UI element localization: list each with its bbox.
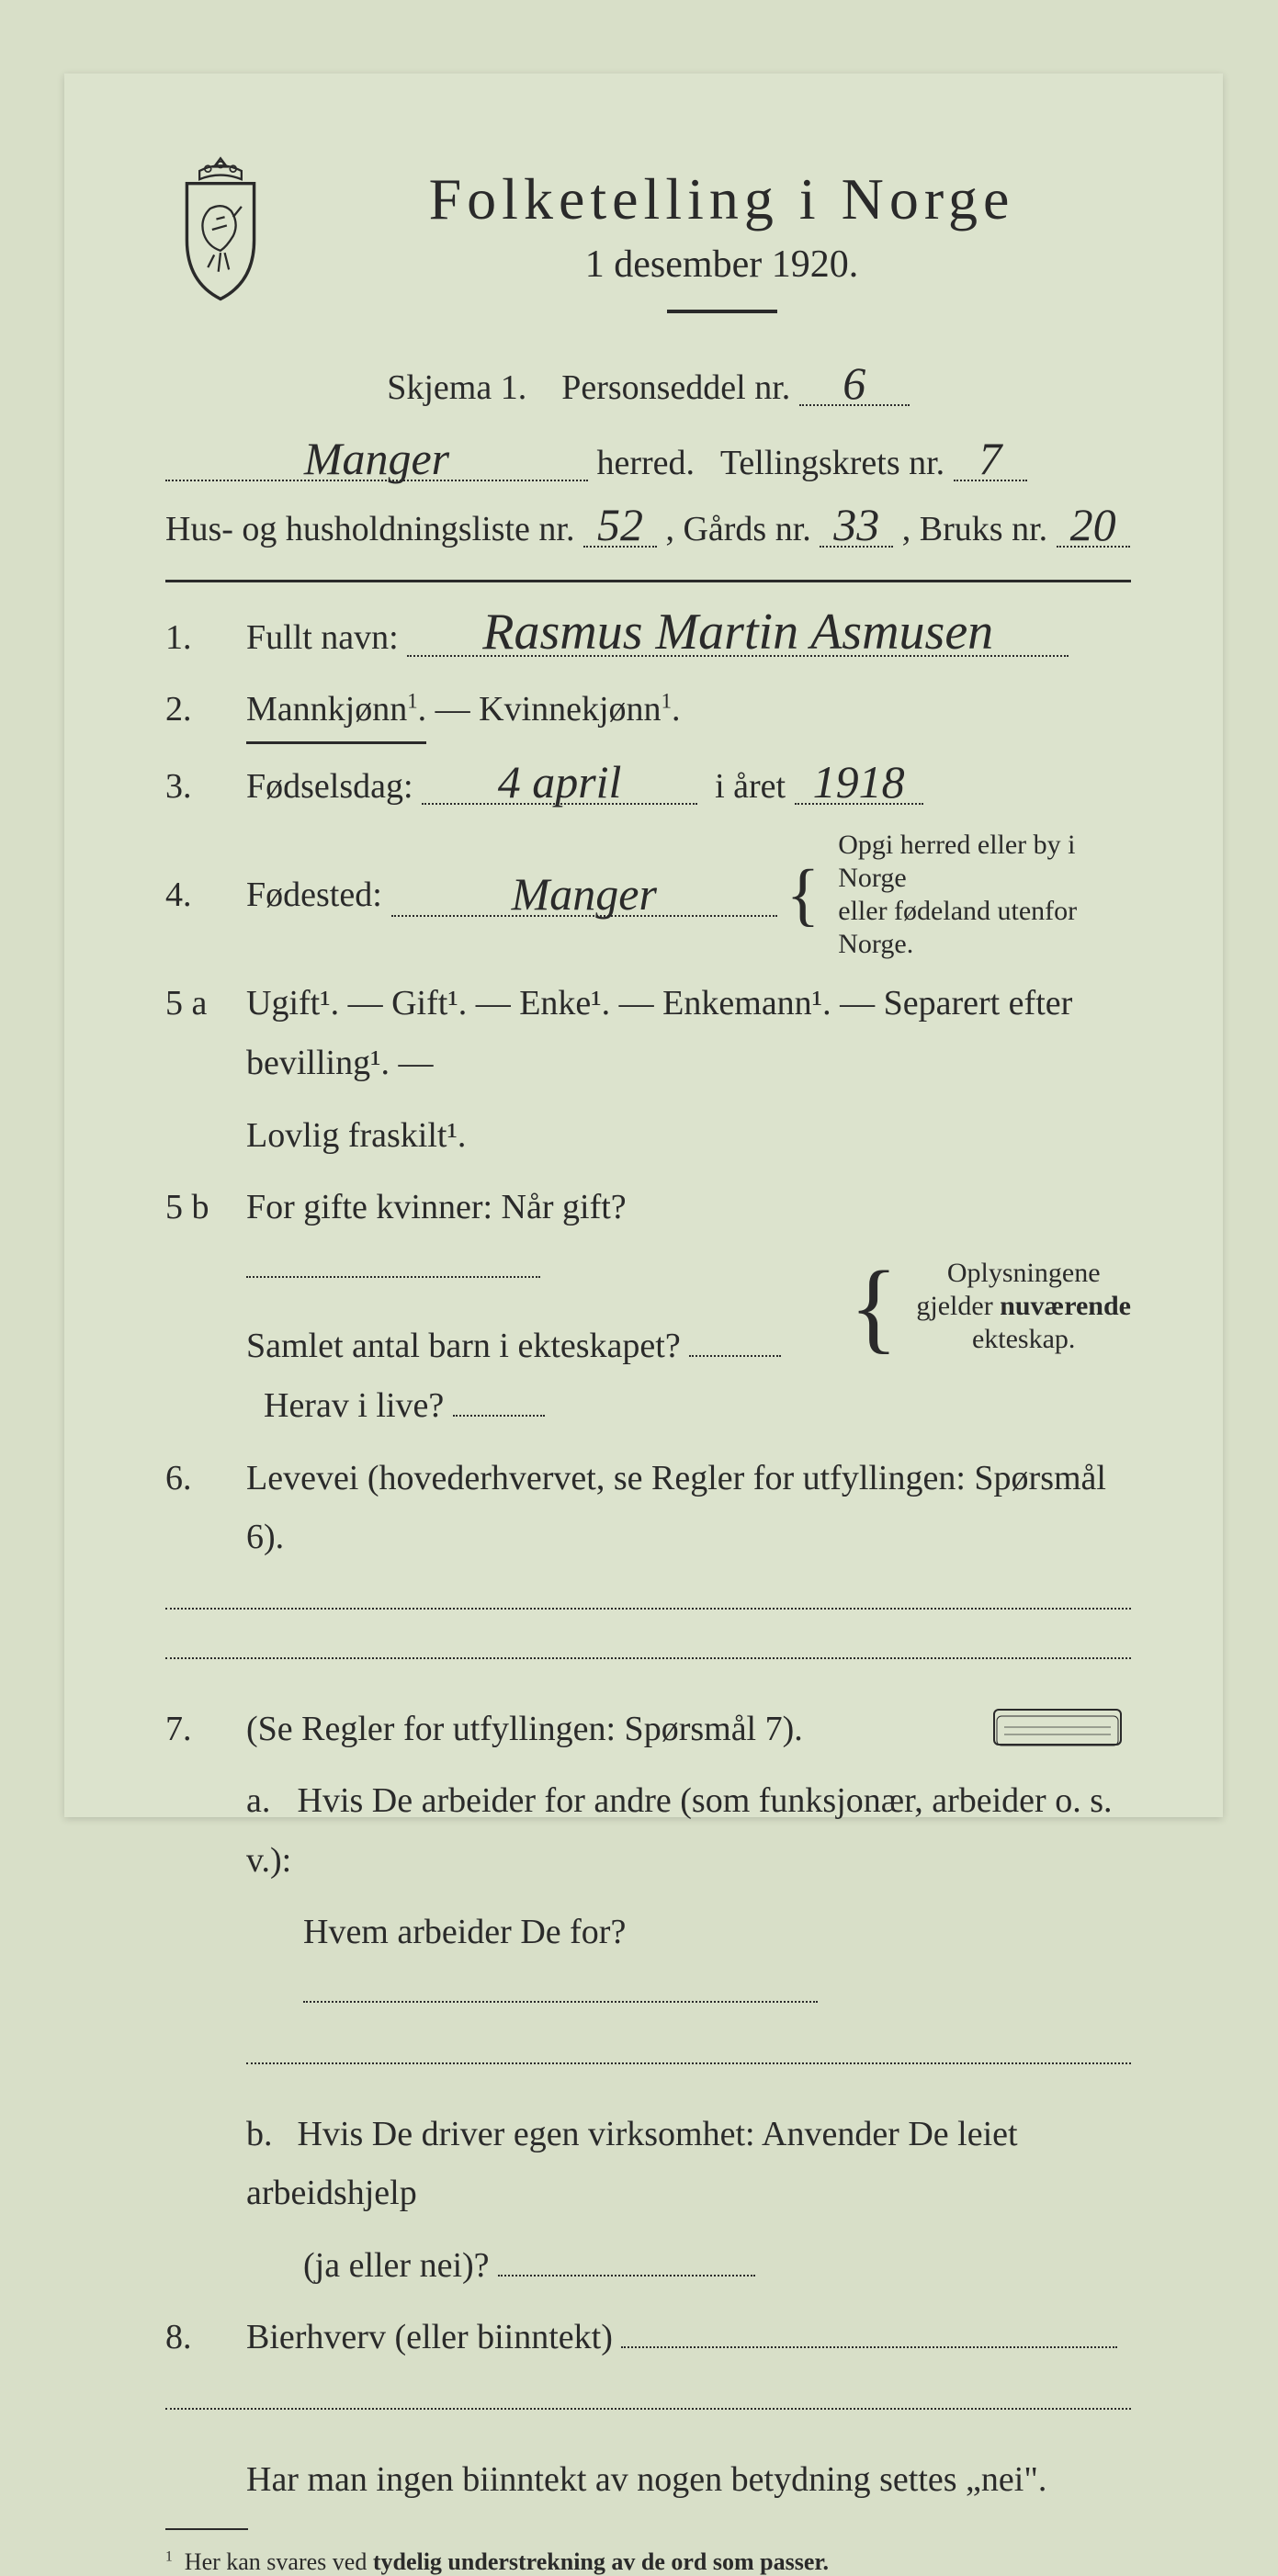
q5b-note-l2: gjelder nuværende — [916, 1291, 1131, 1321]
q3-year-label: i året — [715, 767, 786, 806]
q5a-row: 5 a Ugift¹. — Gift¹. — Enke¹. — Enkemann… — [165, 974, 1131, 1092]
q7-intro: (Se Regler for utfyllingen: Spørsmål 7). — [246, 1710, 803, 1748]
brace-icon: { — [850, 1271, 899, 1342]
subtitle: 1 desember 1920. — [312, 243, 1131, 287]
q7a-field[interactable] — [303, 2001, 818, 2003]
hus-nr-field[interactable]: 52 — [583, 504, 657, 548]
q5b-note-l3: ekteskap. — [972, 1324, 1075, 1354]
q8-num: 8. — [165, 2308, 230, 2367]
foot-note: Har man ingen biinntekt av nogen betydni… — [246, 2460, 1046, 2499]
q7a-blank[interactable] — [246, 2062, 1131, 2064]
q2-sep: — — [435, 690, 480, 729]
q7a-letter: a. — [246, 1771, 288, 1831]
divider — [165, 580, 1131, 582]
q3-row: 3. Fødselsdag: 4 april i året 1918 — [165, 757, 1131, 817]
hus-label: Hus- og husholdningsliste nr. — [165, 510, 574, 548]
q3-year-field[interactable]: 1918 — [795, 762, 923, 805]
q7b-row2: (ja eller nei)? — [165, 2236, 1131, 2296]
q5b-l2a: Samlet antal barn i ekteskapet? — [246, 1327, 681, 1365]
main-title: Folketelling i Norge — [312, 165, 1131, 233]
q1-name-field[interactable]: Rasmus Martin Asmusen — [407, 609, 1069, 657]
title-block: Folketelling i Norge 1 desember 1920. — [312, 156, 1131, 345]
q5b-row: 5 b For gifte kvinner: Når gift? Samlet … — [165, 1178, 1131, 1435]
tellingskrets-nr-field[interactable]: 7 — [954, 438, 1027, 481]
skjema-label: Skjema 1. — [387, 368, 526, 407]
q5a-opts: Ugift¹. — Gift¹. — Enke¹. — Enkemann¹. —… — [246, 984, 1072, 1082]
q5b-note-l1: Oplysningene — [947, 1258, 1101, 1288]
q5b-barn-field[interactable] — [689, 1355, 781, 1357]
gards-label: , Gårds nr. — [665, 510, 810, 548]
q3-day-field[interactable]: 4 april — [422, 762, 697, 805]
q5a-line2: Lovlig fraskilt¹. — [246, 1116, 466, 1155]
q8-blank[interactable] — [165, 2408, 1131, 2410]
q7-num: 7. — [165, 1700, 230, 1759]
q4-num: 4. — [165, 865, 230, 925]
header: Folketelling i Norge 1 desember 1920. — [165, 156, 1131, 345]
q5b-gift-field[interactable] — [246, 1276, 540, 1278]
q7b-text1: Hvis De driver egen virksomhet: Anvender… — [246, 2115, 1018, 2213]
q5b-note: { Oplysningene gjelder nuværende ekteska… — [850, 1257, 1131, 1356]
herred-label: herred. — [597, 444, 696, 482]
q1-label: Fullt navn: — [246, 618, 399, 657]
q4-row: 4. Fødested: Manger { Opgi herred eller … — [165, 829, 1131, 961]
q7-row: 7. (Se Regler for utfyllingen: Spørsmål … — [165, 1700, 1131, 1759]
q5a-num: 5 a — [165, 974, 230, 1034]
q7b-row: b. Hvis De driver egen virksomhet: Anven… — [165, 2105, 1131, 2223]
q4-note-l2: eller fødeland utenfor Norge. — [838, 896, 1077, 959]
meta-line-3: Hus- og husholdningsliste nr. 52 , Gårds… — [165, 496, 1131, 562]
q3-label: Fødselsdag: — [246, 767, 413, 806]
q7b-text2: (ja eller nei)? — [303, 2246, 490, 2285]
footnote-num: 1 — [165, 2548, 173, 2564]
q7a-text2: Hvem arbeider De for? — [303, 1913, 626, 1951]
question-list: 1. Fullt navn: Rasmus Martin Asmusen 2. … — [165, 608, 1131, 2510]
q5b-live-field[interactable] — [453, 1415, 545, 1417]
q3-num: 3. — [165, 757, 230, 817]
q7a-row: a. Hvis De arbeider for andre (som funks… — [165, 1771, 1131, 1890]
bruks-nr-field[interactable]: 20 — [1057, 504, 1130, 548]
q2-row: 2. Mannkjønn1. — Kvinnekjønn1. — [165, 680, 1131, 744]
q6-text: Levevei (hovederhvervet, se Regler for u… — [246, 1459, 1106, 1557]
footnote-text: Her kan svares ved tydelig understreknin… — [185, 2548, 829, 2575]
herred-field[interactable]: Manger — [165, 438, 588, 481]
q6-num: 6. — [165, 1449, 230, 1508]
title-rule — [667, 310, 777, 313]
tellingskrets-label: Tellingskrets nr. — [720, 444, 944, 482]
q2-num: 2. — [165, 680, 230, 740]
q7a-row2: Hvem arbeider De for? — [165, 1903, 1131, 2021]
meta-line-1: Skjema 1. Personseddel nr. 6 — [165, 355, 1131, 421]
q6-row: 6. Levevei (hovederhvervet, se Regler fo… — [165, 1449, 1131, 1567]
q5b-label: For gifte kvinner: Når gift? — [246, 1188, 627, 1226]
brace-icon: { — [786, 871, 820, 920]
footnote-rule — [165, 2528, 248, 2530]
q4-note-l1: Opgi herred eller by i Norge — [838, 830, 1075, 893]
personseddel-nr-field[interactable]: 6 — [799, 363, 910, 406]
q2-opt1-underlined: Mannkjønn1. — [246, 680, 426, 744]
q7b-letter: b. — [246, 2105, 288, 2164]
meta-line-2: Manger herred. Tellingskrets nr. 7 — [165, 430, 1131, 496]
printer-stamp-icon — [993, 1709, 1122, 1746]
q6-blank-1[interactable] — [165, 1608, 1131, 1610]
q7b-field[interactable] — [498, 2275, 755, 2277]
foot-note-row: Har man ingen biinntekt av nogen betydni… — [165, 2450, 1131, 2510]
q8-label: Bierhverv (eller biinntekt) — [246, 2318, 613, 2356]
q2-opt2: Kvinnekjønn1. — [479, 690, 680, 729]
gards-nr-field[interactable]: 33 — [820, 504, 893, 548]
q4-place-field[interactable]: Manger — [391, 874, 777, 917]
q5b-l2b: Herav i live? — [264, 1386, 444, 1425]
q1-num: 1. — [165, 608, 230, 668]
personseddel-label: Personseddel nr. — [561, 368, 790, 407]
q5a-row2: Lovlig fraskilt¹. — [165, 1106, 1131, 1166]
q7a-text1: Hvis De arbeider for andre (som funksjon… — [246, 1781, 1113, 1880]
q4-label: Fødested: — [246, 865, 382, 925]
q8-field[interactable] — [621, 2346, 1117, 2348]
q1-row: 1. Fullt navn: Rasmus Martin Asmusen — [165, 608, 1131, 668]
q8-row: 8. Bierhverv (eller biinntekt) — [165, 2308, 1131, 2367]
q6-blank-2[interactable] — [165, 1657, 1131, 1659]
footnote: 1 Her kan svares ved tydelig understrekn… — [165, 2548, 1131, 2576]
coat-of-arms-icon — [165, 156, 276, 303]
bruks-label: , Bruks nr. — [902, 510, 1047, 548]
q4-note: { Opgi herred eller by i Norge eller fød… — [786, 829, 1131, 961]
q5b-num: 5 b — [165, 1178, 230, 1237]
document-page: Folketelling i Norge 1 desember 1920. Sk… — [64, 73, 1223, 1817]
